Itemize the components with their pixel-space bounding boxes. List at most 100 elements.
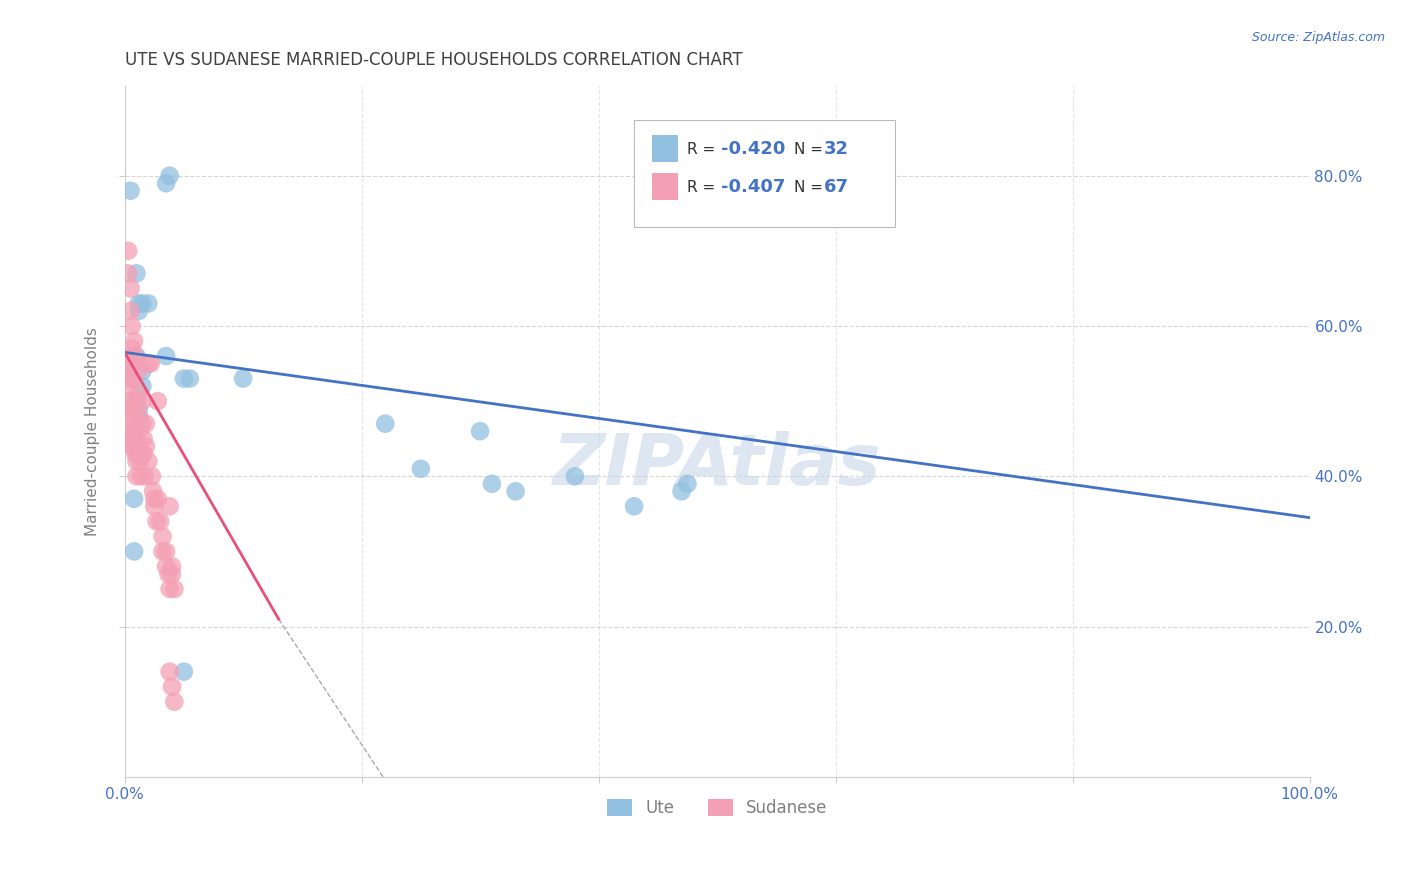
Point	[136, 357, 159, 371]
Point	[122, 432, 145, 446]
Text: -0.407: -0.407	[721, 178, 785, 196]
Point	[152, 544, 174, 558]
Point	[124, 447, 146, 461]
Point	[143, 491, 166, 506]
Point	[160, 566, 183, 581]
Point	[671, 484, 693, 499]
Point	[128, 304, 150, 318]
Point	[131, 364, 153, 378]
Point	[115, 349, 138, 363]
Point	[143, 500, 166, 514]
Point	[117, 379, 139, 393]
Point	[149, 514, 172, 528]
Point	[146, 394, 169, 409]
Point	[145, 514, 167, 528]
Point	[121, 342, 143, 356]
Point	[122, 439, 145, 453]
Point	[124, 349, 146, 363]
Point	[623, 500, 645, 514]
Point	[374, 417, 396, 431]
Point	[481, 476, 503, 491]
Point	[141, 469, 163, 483]
Text: -0.420: -0.420	[721, 140, 785, 158]
Point	[179, 371, 201, 385]
Y-axis label: Married-couple Households: Married-couple Households	[86, 326, 100, 535]
Point	[676, 476, 699, 491]
Point	[117, 244, 139, 258]
Point	[128, 424, 150, 438]
Point	[155, 349, 177, 363]
Point	[127, 394, 149, 409]
Point	[146, 491, 169, 506]
Point	[122, 371, 145, 385]
Point	[120, 439, 142, 453]
Point	[120, 432, 142, 446]
Point	[128, 296, 150, 310]
Point	[173, 665, 195, 679]
Point	[125, 349, 148, 363]
Text: ZIPAtlas: ZIPAtlas	[553, 431, 882, 500]
Point	[125, 454, 148, 468]
Point	[128, 409, 150, 424]
Text: N =: N =	[794, 179, 828, 194]
Point	[121, 357, 143, 371]
Point	[163, 695, 186, 709]
Point	[122, 424, 145, 438]
Point	[125, 266, 148, 280]
Point	[159, 500, 181, 514]
Point	[135, 417, 157, 431]
Point	[157, 566, 180, 581]
Point	[122, 409, 145, 424]
Point	[135, 439, 157, 453]
Point	[129, 469, 152, 483]
Text: 32: 32	[824, 140, 849, 158]
Point	[152, 529, 174, 543]
Point	[121, 318, 143, 333]
Text: N =: N =	[794, 142, 828, 157]
Point	[155, 544, 177, 558]
Point	[129, 439, 152, 453]
Point	[124, 439, 146, 453]
Point	[132, 432, 155, 446]
Point	[505, 484, 527, 499]
Point	[128, 409, 150, 424]
Point	[564, 469, 586, 483]
Point	[117, 371, 139, 385]
Point	[136, 454, 159, 468]
Point	[136, 296, 159, 310]
Text: Source: ZipAtlas.com: Source: ZipAtlas.com	[1251, 31, 1385, 45]
Point	[120, 304, 142, 318]
Text: R =: R =	[688, 179, 720, 194]
Point	[134, 469, 156, 483]
Point	[468, 424, 491, 438]
Point	[122, 491, 145, 506]
Point	[120, 364, 142, 378]
FancyBboxPatch shape	[634, 120, 894, 227]
Point	[409, 462, 432, 476]
Point	[139, 357, 162, 371]
Point	[118, 424, 141, 438]
Point	[142, 484, 165, 499]
Point	[120, 281, 142, 295]
Point	[160, 680, 183, 694]
Point	[131, 296, 153, 310]
Point	[155, 559, 177, 574]
Point	[131, 394, 153, 409]
Point	[122, 334, 145, 348]
Point	[118, 409, 141, 424]
FancyBboxPatch shape	[652, 136, 678, 161]
Point	[122, 424, 145, 438]
FancyBboxPatch shape	[652, 173, 678, 200]
Point	[155, 176, 177, 190]
Point	[127, 386, 149, 401]
Point	[117, 266, 139, 280]
Point	[173, 371, 195, 385]
Point	[163, 582, 186, 596]
Point	[131, 417, 153, 431]
Point	[115, 357, 138, 371]
Text: 67: 67	[824, 178, 849, 196]
Point	[160, 559, 183, 574]
Point	[122, 394, 145, 409]
Legend: Ute, Sudanese: Ute, Sudanese	[600, 792, 834, 824]
Point	[117, 394, 139, 409]
